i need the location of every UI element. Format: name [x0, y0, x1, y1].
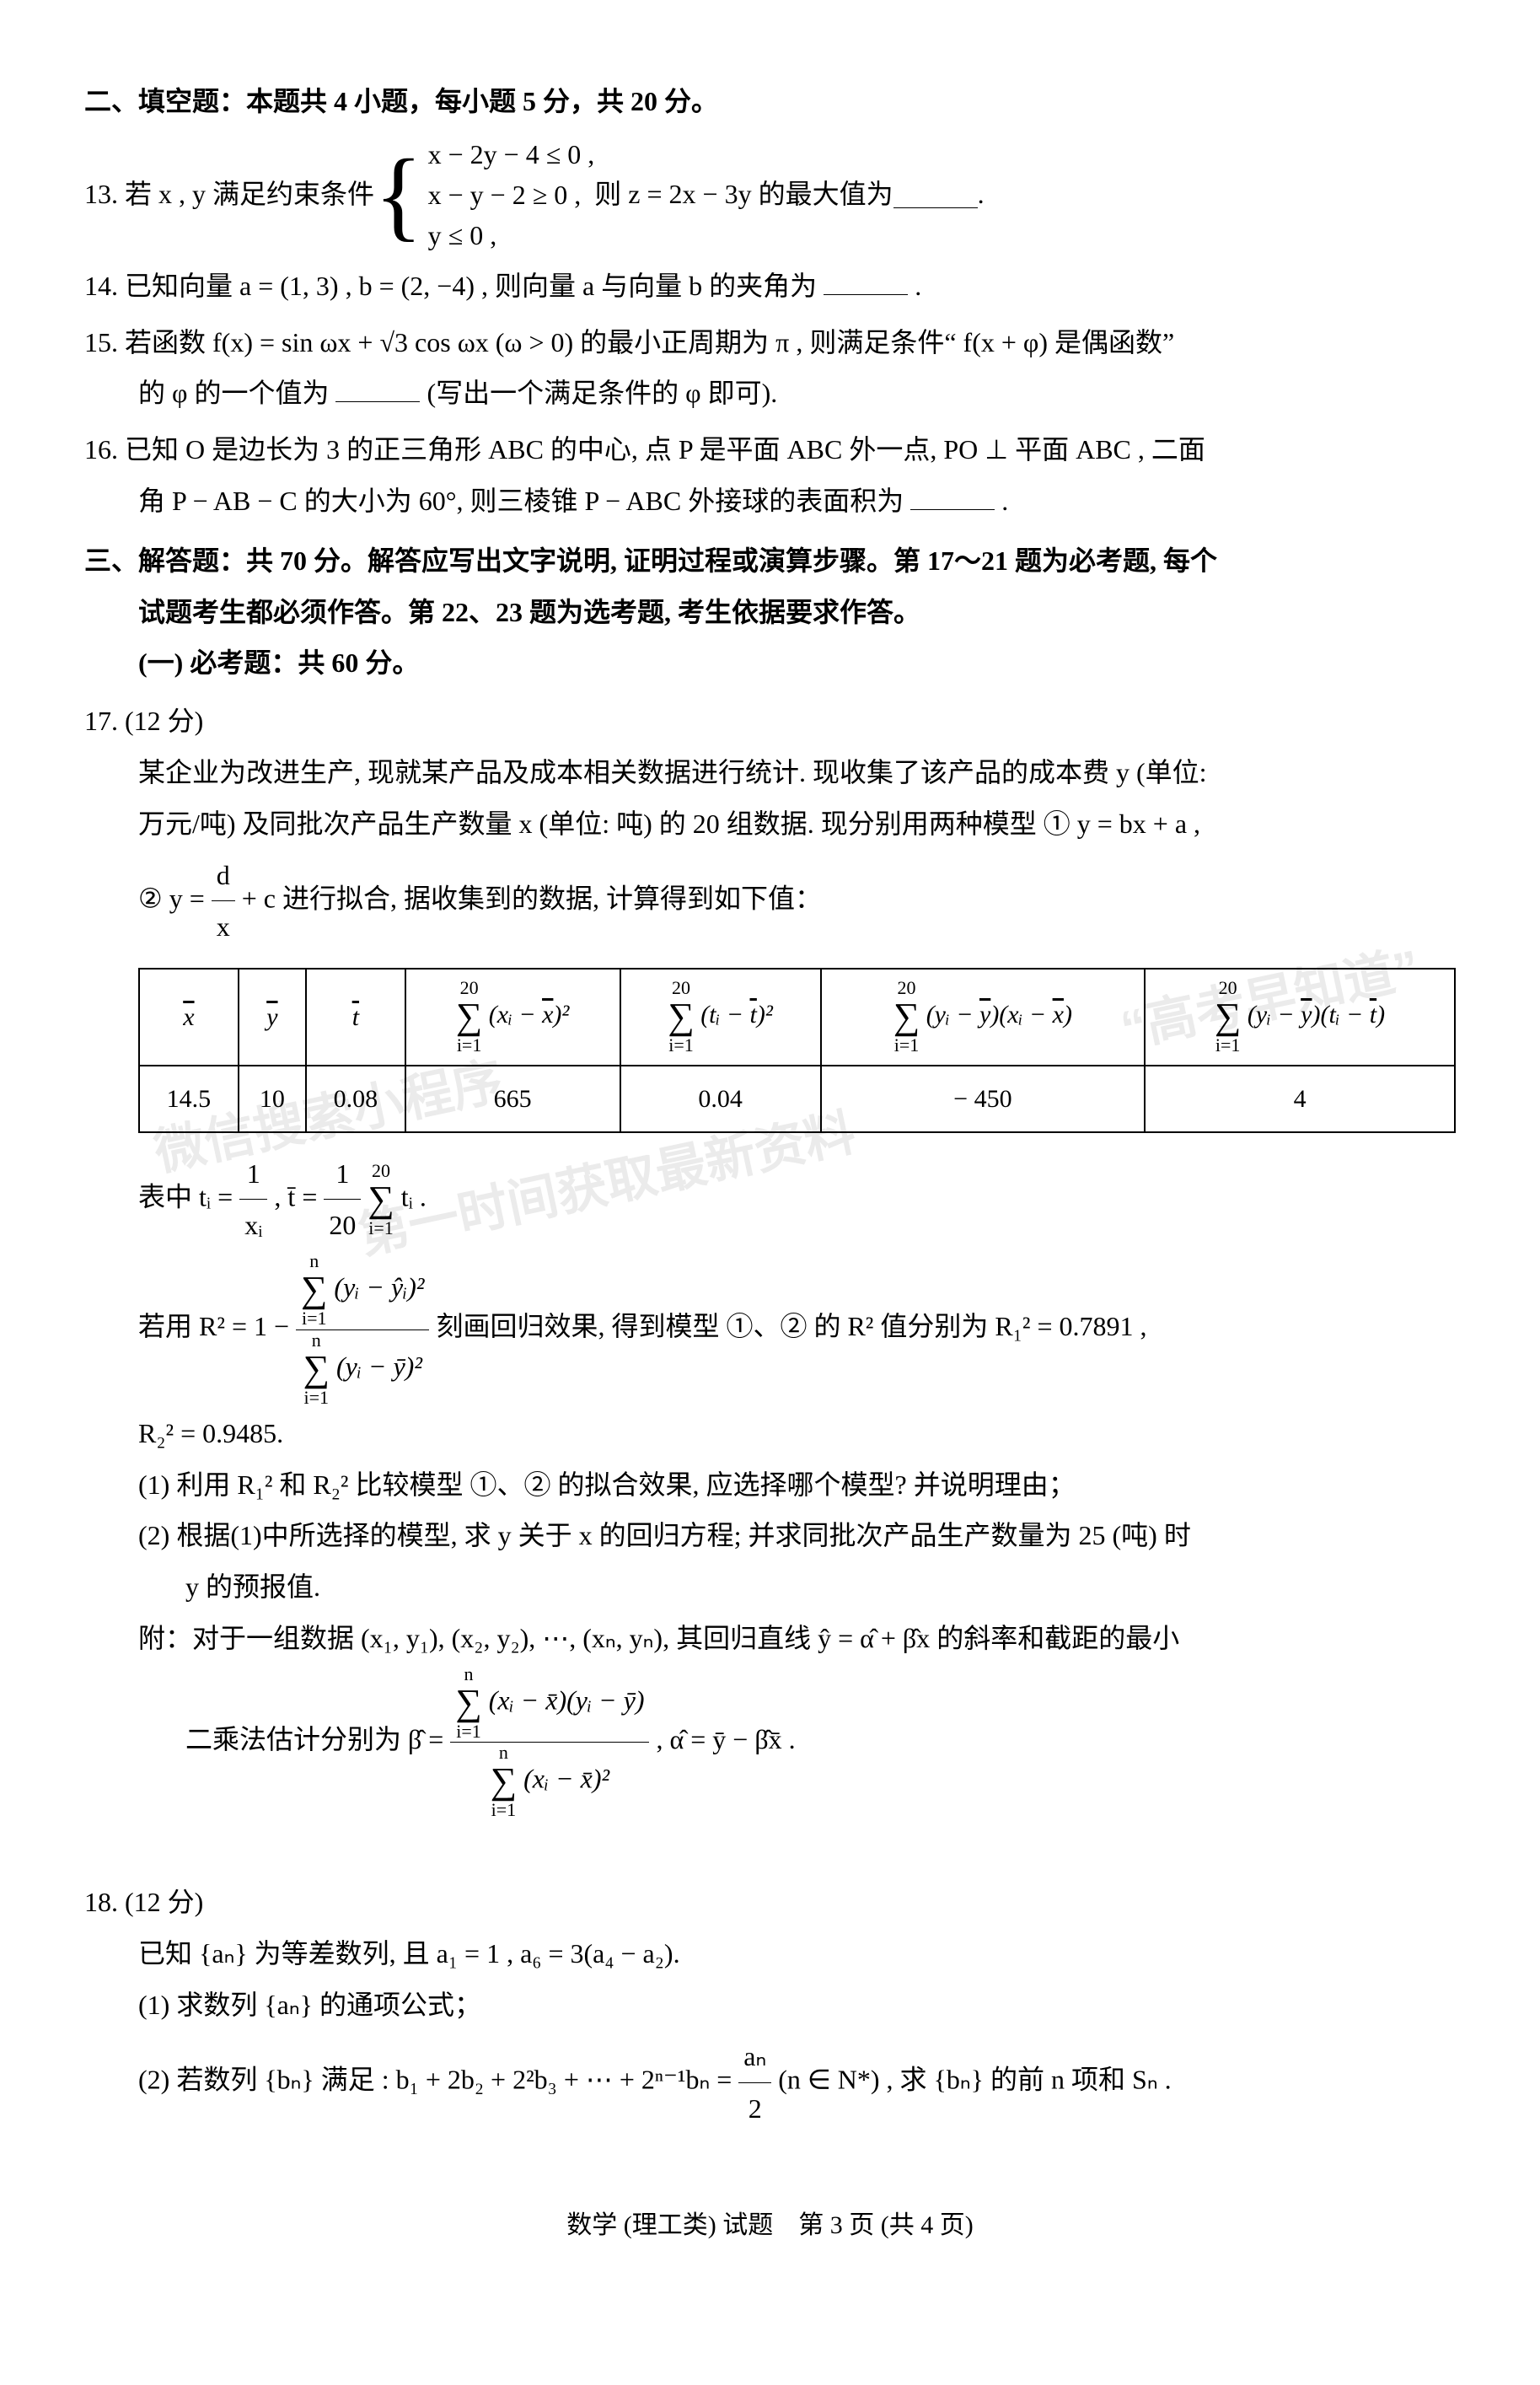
q17-app1: 附：对于一组数据 (x₁, y₁), (x₂, y₂), ⋯, (xₙ, yₙ)… [84, 1613, 1456, 1664]
q13-line2: x − y − 2 ≥ 0 , [428, 180, 582, 210]
q17-tdef-mid: , t̄ = [274, 1181, 324, 1211]
q13-line1: x − 2y − 4 ≤ 0 , [428, 139, 595, 169]
td-2: 0.08 [306, 1066, 405, 1132]
question-15: 15. 若函数 f(x) = sin ωx + √3 cos ωx (ω > 0… [84, 317, 1456, 420]
q13-post: . [978, 169, 985, 220]
q17-p3-frac-num: d [212, 850, 235, 902]
question-16: 16. 已知 O 是边长为 3 的正三角形 ABC 的中心, 点 P 是平面 A… [84, 424, 1456, 527]
q17-tdef-frac1: 1 xᵢ [239, 1148, 267, 1252]
q18-num: 18. (12 分) [84, 1877, 1456, 1928]
th-sum-tt: 20∑i=1 (tᵢ − t)² [620, 969, 821, 1065]
q17-app2-pre: 二乘法估计分别为 β̂ = [185, 1724, 450, 1754]
q17-app2-post: , α̂ = ȳ − β̂x̄ . [656, 1724, 795, 1754]
th-xbar: x [139, 969, 239, 1065]
q18-sub2-pre: (2) 若数列 {bₙ} 满足 : b₁ + 2b₂ + 2²b₃ + ⋯ + … [138, 2064, 738, 2094]
q17-tdef-sum: 20 ∑ i=1 [368, 1161, 394, 1238]
q13-mid: 则 z = 2x − 3y 的最大值为 [594, 169, 893, 220]
q15-blank [335, 374, 420, 402]
q17-p2: 万元/吨) 及同批次产品生产数量 x (单位: 吨) 的 20 组数据. 现分别… [84, 798, 1456, 850]
q15-line2-post: (写出一个满足条件的 φ 即可). [427, 378, 777, 408]
section-3-header: 三、解答题：共 70 分。解答应写出文字说明, 证明过程或演算步骤。第 17～2… [84, 535, 1456, 689]
q15-line1: 15. 若函数 f(x) = sin ωx + √3 cos ωx (ω > 0… [84, 317, 1456, 368]
question-17: 17. (12 分) 某企业为改进生产, 现就某产品及成本相关数据进行统计. 现… [84, 696, 1456, 1820]
th-sum-yt: 20∑i=1 (yᵢ − y)(tᵢ − t) [1145, 969, 1455, 1065]
exam-page: 二、填空题：本题共 4 小题，每小题 5 分，共 20 分。 13. 若 x ,… [0, 0, 1540, 2385]
th-sum-xx: 20∑i=1 (xᵢ − x)² [405, 969, 620, 1065]
q17-num: 17. (12 分) [84, 696, 1456, 747]
q14-post: . [915, 271, 921, 301]
q17-p3-frac: d x [212, 850, 235, 953]
td-0: 14.5 [139, 1066, 239, 1132]
q17-p3-frac-den: x [212, 901, 235, 953]
question-18: 18. (12 分) 已知 {aₙ} 为等差数列, 且 a₁ = 1 , a₆ … [84, 1877, 1456, 2134]
q17-table: x y t 20∑i=1 (xᵢ − x)² 20∑i=1 (tᵢ − t)² … [138, 968, 1456, 1132]
q17-r2-pre: 若用 R² = 1 − [138, 1311, 296, 1341]
td-1: 10 [239, 1066, 306, 1132]
q14-blank [824, 267, 908, 295]
th-tbar: t [306, 969, 405, 1065]
q17-tdef-frac2: 1 20 [324, 1148, 361, 1252]
td-5: − 450 [821, 1066, 1145, 1132]
q17-p3-post: + c 进行拟合, 据收集到的数据, 计算得到如下值： [242, 883, 822, 913]
q16-line1: 16. 已知 O 是边长为 3 的正三角形 ABC 的中心, 点 P 是平面 A… [84, 424, 1456, 475]
q17-sub2b: y 的预报值. [84, 1561, 1456, 1613]
section-3-header-l1: 三、解答题：共 70 分。解答应写出文字说明, 证明过程或演算步骤。第 17～2… [84, 535, 1456, 587]
q17-sub2a: (2) 根据(1)中所选择的模型, 求 y 关于 x 的回归方程; 并求同批次产… [84, 1510, 1456, 1561]
q17-p3-pre: ② y = [138, 883, 212, 913]
q17-tdef-pre: 表中 tᵢ = [138, 1181, 239, 1211]
q15-line2-pre: 的 φ 的一个值为 [138, 378, 329, 408]
q17-app2-frac: n∑i=1 (xᵢ − x̄)(yᵢ − ȳ) n∑i=1 (xᵢ − x̄)² [450, 1664, 649, 1821]
page-footer: 数学 (理工类) 试题 第 3 页 (共 4 页) [84, 2201, 1456, 2249]
section-3-sub1: (一) 必考题：共 60 分。 [84, 637, 1456, 689]
q18-p1: 已知 {aₙ} 为等差数列, 且 a₁ = 1 , a₆ = 3(a₄ − a₂… [84, 1928, 1456, 1979]
td-3: 665 [405, 1066, 620, 1132]
q13-blank [893, 180, 978, 208]
q16-blank [910, 482, 995, 510]
q16-line2-post: . [1001, 486, 1008, 516]
q17-sub1: (1) 利用 R₁² 和 R₂² 比较模型 ①、② 的拟合效果, 应选择哪个模型… [84, 1459, 1456, 1511]
q13-pre: 13. 若 x , y 满足约束条件 [84, 169, 374, 220]
q16-line2-pre: 角 P − AB − C 的大小为 60°, 则三棱锥 P − ABC 外接球的… [138, 486, 904, 516]
section-2-header: 二、填空题：本题共 4 小题，每小题 5 分，共 20 分。 [84, 76, 1456, 127]
q17-r2-frac: n∑i=1 (yᵢ − ŷᵢ)² n∑i=1 (yᵢ − ȳ)² [296, 1251, 429, 1408]
q18-sub2-post: (n ∈ N*) , 求 {bₙ} 的前 n 项和 Sₙ . [778, 2064, 1171, 2094]
q18-sub2-frac: aₙ 2 [738, 2031, 771, 2135]
q13-brace: { x − 2y − 4 ≤ 0 , x − y − 2 ≥ 0 , y ≤ 0… [374, 134, 594, 255]
q14-pre: 14. 已知向量 a = (1, 3) , b = (2, −4) , 则向量 … [84, 271, 817, 301]
th-sum-yx: 20∑i=1 (yᵢ − y)(xᵢ − x) [821, 969, 1145, 1065]
question-14: 14. 已知向量 a = (1, 3) , b = (2, −4) , 则向量 … [84, 261, 1456, 312]
q18-sub1: (1) 求数列 {aₙ} 的通项公式； [84, 1979, 1456, 2031]
q17-tdef-post: tᵢ . [401, 1181, 427, 1211]
th-ybar: y [239, 969, 306, 1065]
q17-p1: 某企业为改进生产, 现就某产品及成本相关数据进行统计. 现收集了该产品的成本费 … [84, 747, 1456, 798]
table-data-row: 14.5 10 0.08 665 0.04 − 450 4 [139, 1066, 1455, 1132]
q13-line3: y ≤ 0 , [428, 220, 497, 250]
q17-r2-post: 刻画回归效果, 得到模型 ①、② 的 R² 值分别为 R₁² = 0.7891 … [436, 1311, 1146, 1341]
td-4: 0.04 [620, 1066, 821, 1132]
table-header-row: x y t 20∑i=1 (xᵢ − x)² 20∑i=1 (tᵢ − t)² … [139, 969, 1455, 1065]
question-13: 13. 若 x , y 满足约束条件 { x − 2y − 4 ≤ 0 , x … [84, 134, 1456, 255]
td-6: 4 [1145, 1066, 1455, 1132]
section-3-header-l2: 试题考生都必须作答。第 22、23 题为选考题, 考生依据要求作答。 [84, 587, 1456, 638]
q17-r2-l2: R₂² = 0.9485. [84, 1408, 1456, 1459]
